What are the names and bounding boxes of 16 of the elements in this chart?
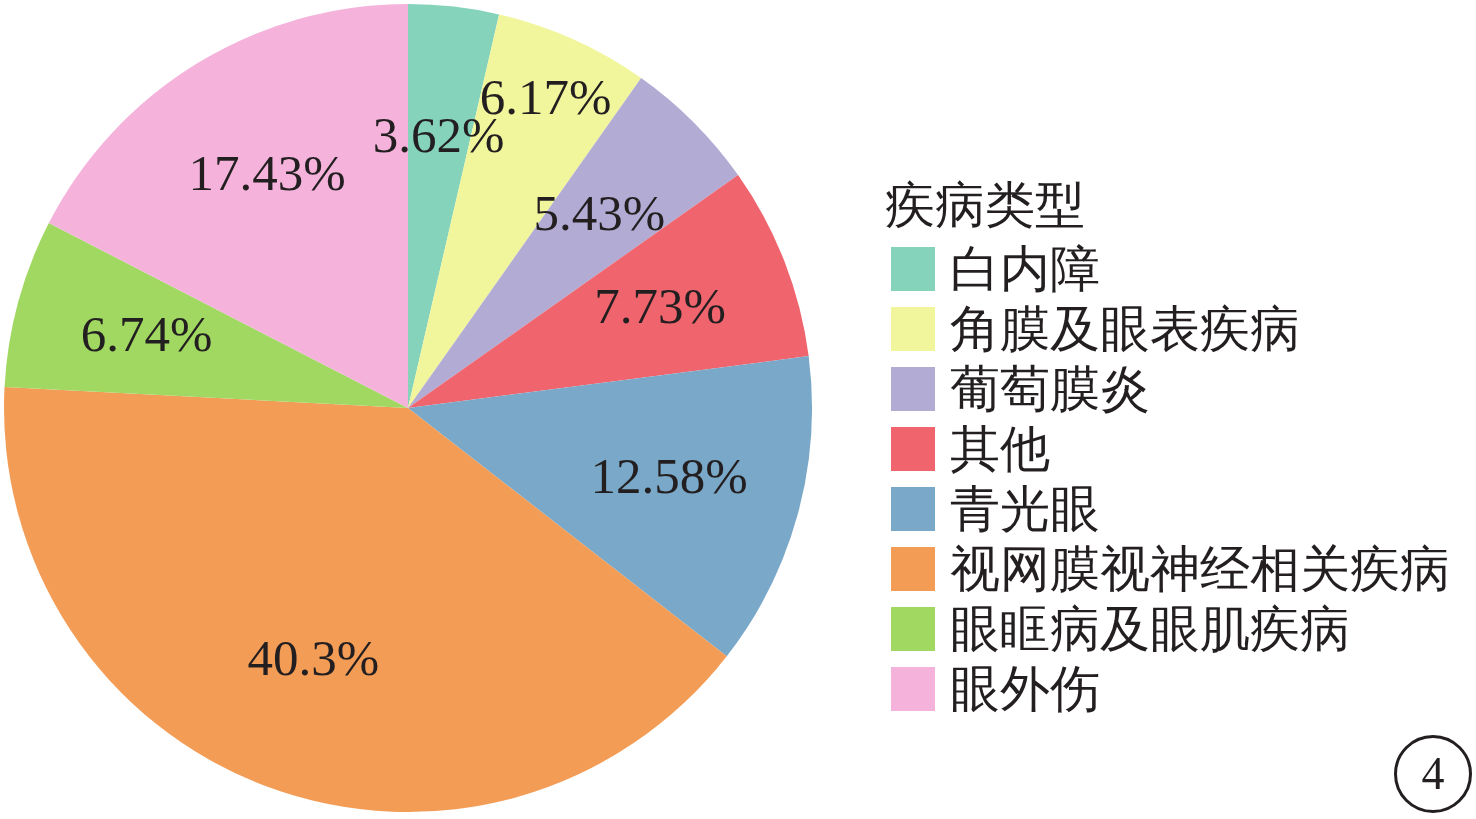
data-label: 12.58% bbox=[590, 447, 748, 504]
legend-label: 白内障 bbox=[950, 240, 1100, 299]
data-label: 6.74% bbox=[80, 305, 213, 362]
legend-label: 眼眶病及眼肌疾病 bbox=[950, 600, 1350, 659]
legend-label: 眼外伤 bbox=[950, 660, 1100, 719]
text: 4 bbox=[1394, 735, 1472, 813]
data-label: 5.43% bbox=[533, 185, 666, 242]
data-label: 40.3% bbox=[247, 630, 380, 687]
legend-label: 葡萄膜炎 bbox=[950, 360, 1150, 419]
legend-label: 其他 bbox=[950, 420, 1050, 479]
legend-label: 青光眼 bbox=[950, 480, 1100, 539]
data-label: 17.43% bbox=[188, 145, 346, 202]
legend-title: 疾病类型 bbox=[885, 176, 1086, 235]
legend-label: 角膜及眼表疾病 bbox=[950, 300, 1300, 359]
data-label: 7.73% bbox=[594, 278, 727, 335]
legend-label: 视网膜视神经相关疾病 bbox=[950, 540, 1450, 599]
